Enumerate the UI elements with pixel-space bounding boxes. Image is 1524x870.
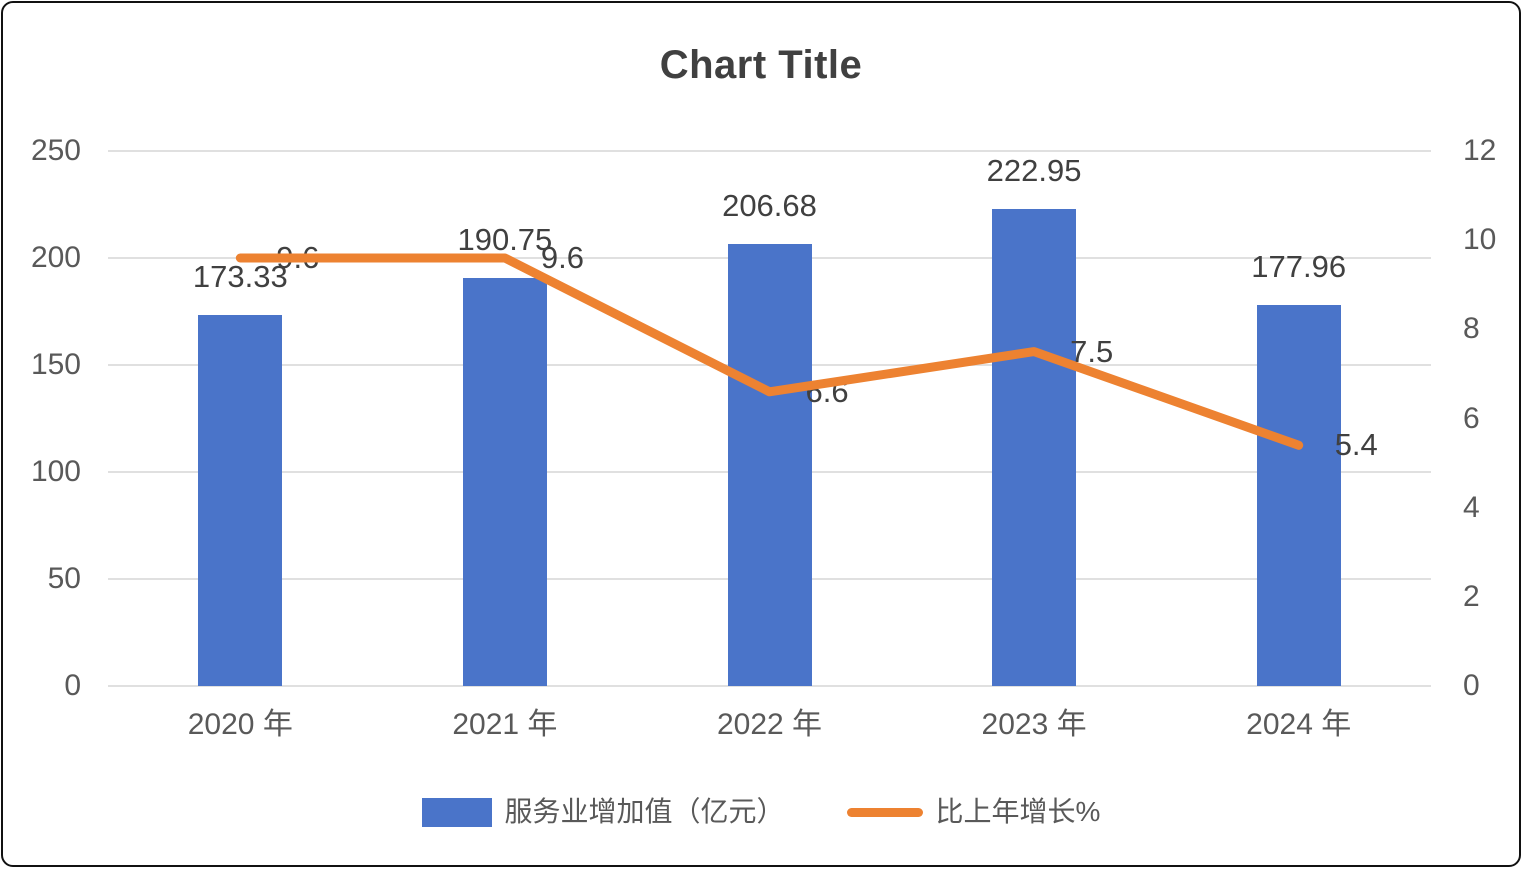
y-axis-tick-right: 6 (1463, 401, 1480, 435)
y-axis-tick-right: 4 (1463, 490, 1480, 524)
y-axis-tick-left: 250 (30, 134, 81, 167)
legend-item-bar-series: 服务业增加值（亿元） (421, 795, 785, 829)
line-value-label: 5.4 (1334, 427, 1378, 463)
line-series-swatch-icon (846, 807, 923, 817)
bar (992, 208, 1077, 686)
gridline (108, 685, 1431, 687)
bar-value-label: 206.68 (722, 187, 817, 223)
y-axis-tick-left: 50 (47, 562, 81, 595)
y-axis-tick-right: 12 (1463, 134, 1497, 167)
legend: 服务业增加值（亿元） 比上年增长% (3, 795, 1519, 829)
bar-value-label: 190.75 (457, 221, 553, 257)
y-axis-tick-left: 0 (64, 669, 81, 702)
line-value-label: 9.6 (276, 240, 320, 275)
x-axis-label: 2022 年 (716, 708, 823, 741)
x-axis-label: 2023 年 (981, 708, 1087, 741)
x-axis-label: 2021 年 (452, 708, 558, 741)
y-axis-tick-right: 2 (1463, 579, 1480, 613)
x-axis-label: 2020 年 (187, 708, 293, 741)
bar-series-swatch-icon (421, 797, 492, 827)
bar (1256, 305, 1341, 686)
bar-value-label: 177.96 (1251, 249, 1347, 285)
y-axis-tick-right: 8 (1463, 312, 1480, 346)
bar (462, 277, 547, 686)
y-axis-tick-right: 0 (1463, 669, 1480, 702)
line-value-label: 6.6 (805, 373, 849, 409)
y-axis-tick-left: 100 (30, 455, 81, 488)
y-axis-tick-left: 200 (30, 241, 81, 274)
line-value-label: 9.6 (540, 240, 584, 275)
x-axis-label: 2024 年 (1246, 708, 1352, 741)
legend-item-line-series: 比上年增长% (846, 795, 1101, 829)
gridline (108, 150, 1431, 152)
bar (198, 315, 283, 686)
line-value-label: 7.5 (1070, 333, 1114, 369)
bar (727, 243, 812, 686)
bar-value-label: 222.95 (986, 152, 1082, 188)
bar-series-label: 服务业增加值（亿元） (504, 796, 785, 827)
line-series-label: 比上年增长% (935, 796, 1101, 827)
y-axis-tick-right: 10 (1463, 223, 1497, 257)
y-axis-tick-left: 150 (30, 348, 81, 381)
chart-title: Chart Title (659, 43, 863, 87)
